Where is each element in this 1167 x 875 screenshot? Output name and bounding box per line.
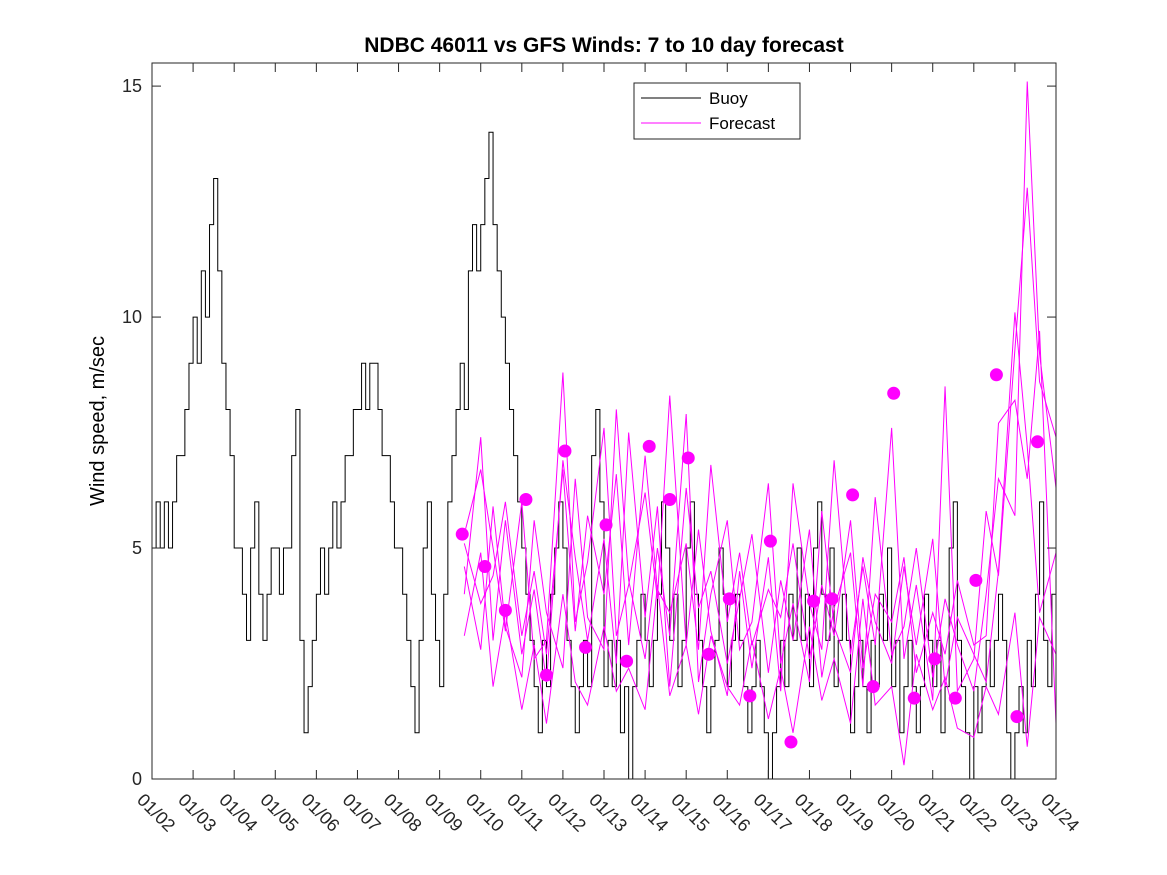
x-tick-label: 01/09 [421, 790, 467, 836]
y-axis-ticks: 0 5 10 15 [122, 76, 1056, 789]
y-tick-label: 0 [132, 769, 142, 789]
x-tick-label: 01/24 [1037, 790, 1083, 836]
forecast-line-5 [463, 330, 1057, 724]
x-tick-label: 01/05 [256, 790, 302, 836]
forecast-marker [866, 680, 880, 694]
forecast-marker [478, 560, 492, 574]
x-tick-label: 01/14 [626, 790, 672, 836]
forecast-marker [948, 691, 962, 705]
x-tick-label: 01/07 [339, 790, 385, 836]
x-tick-label: 01/03 [174, 790, 220, 836]
forecast-marker [969, 573, 983, 587]
buoy-series [152, 131, 1057, 780]
chart-title: NDBC 46011 vs GFS Winds: 7 to 10 day for… [364, 34, 843, 57]
forecast-marker [558, 444, 572, 458]
x-tick-label: 01/23 [996, 790, 1042, 836]
x-tick-label: 01/08 [380, 790, 426, 836]
forecast-marker [519, 493, 533, 507]
forecast-markers [455, 368, 1045, 749]
x-tick-label: 01/10 [462, 790, 508, 836]
legend: Buoy Forecast [633, 82, 801, 140]
x-tick-label: 01/13 [585, 790, 631, 836]
forecast-marker [907, 691, 921, 705]
forecast-marker [681, 451, 695, 465]
buoy-line [152, 131, 1057, 780]
forecast-marker [663, 493, 677, 507]
x-tick-label: 01/15 [667, 790, 713, 836]
x-tick-label: 01/02 [133, 790, 179, 836]
x-tick-label: 01/22 [955, 790, 1001, 836]
forecast-line-4 [463, 552, 1057, 766]
forecast-marker [743, 689, 757, 703]
forecast-marker [702, 647, 716, 661]
x-tick-label: 01/18 [791, 790, 837, 836]
forecast-line-2 [463, 81, 1057, 692]
forecast-marker [579, 640, 593, 654]
x-tick-label: 01/11 [503, 790, 548, 835]
legend-box [633, 82, 801, 140]
y-tick-label: 10 [122, 307, 142, 327]
forecast-line-1 [463, 187, 1057, 701]
forecast-marker [763, 534, 777, 548]
forecast-marker [846, 488, 860, 502]
x-tick-label: 01/12 [544, 790, 590, 836]
forecast-marker [1031, 435, 1045, 449]
y-tick-label: 15 [122, 76, 142, 96]
forecast-marker [642, 439, 656, 453]
x-tick-label: 01/16 [708, 790, 754, 836]
forecast-marker [784, 735, 798, 749]
forecast-marker [1010, 710, 1024, 724]
y-tick-label: 5 [132, 538, 142, 558]
forecast-marker [989, 368, 1003, 382]
forecast-marker [825, 592, 839, 606]
legend-buoy-label: Buoy [709, 89, 748, 108]
forecast-marker [539, 668, 553, 682]
legend-forecast-label: Forecast [709, 114, 775, 133]
forecast-marker [807, 594, 821, 608]
forecast-marker [599, 518, 613, 532]
x-tick-label: 01/19 [832, 790, 878, 836]
x-tick-label: 01/04 [215, 790, 261, 836]
x-tick-label: 01/21 [914, 790, 960, 836]
forecast-marker [722, 592, 736, 606]
x-tick-label: 01/17 [750, 790, 796, 836]
forecast-marker [498, 603, 512, 617]
x-tick-label: 01/06 [298, 790, 344, 836]
forecast-marker [928, 652, 942, 666]
forecast-line-3 [463, 312, 1057, 687]
forecast-marker [455, 527, 469, 541]
forecast-marker [887, 386, 901, 400]
forecast-marker [620, 654, 634, 668]
x-tick-label: 01/20 [873, 790, 919, 836]
forecast-series [463, 81, 1057, 766]
y-axis-label: Wind speed, m/sec [87, 336, 109, 506]
